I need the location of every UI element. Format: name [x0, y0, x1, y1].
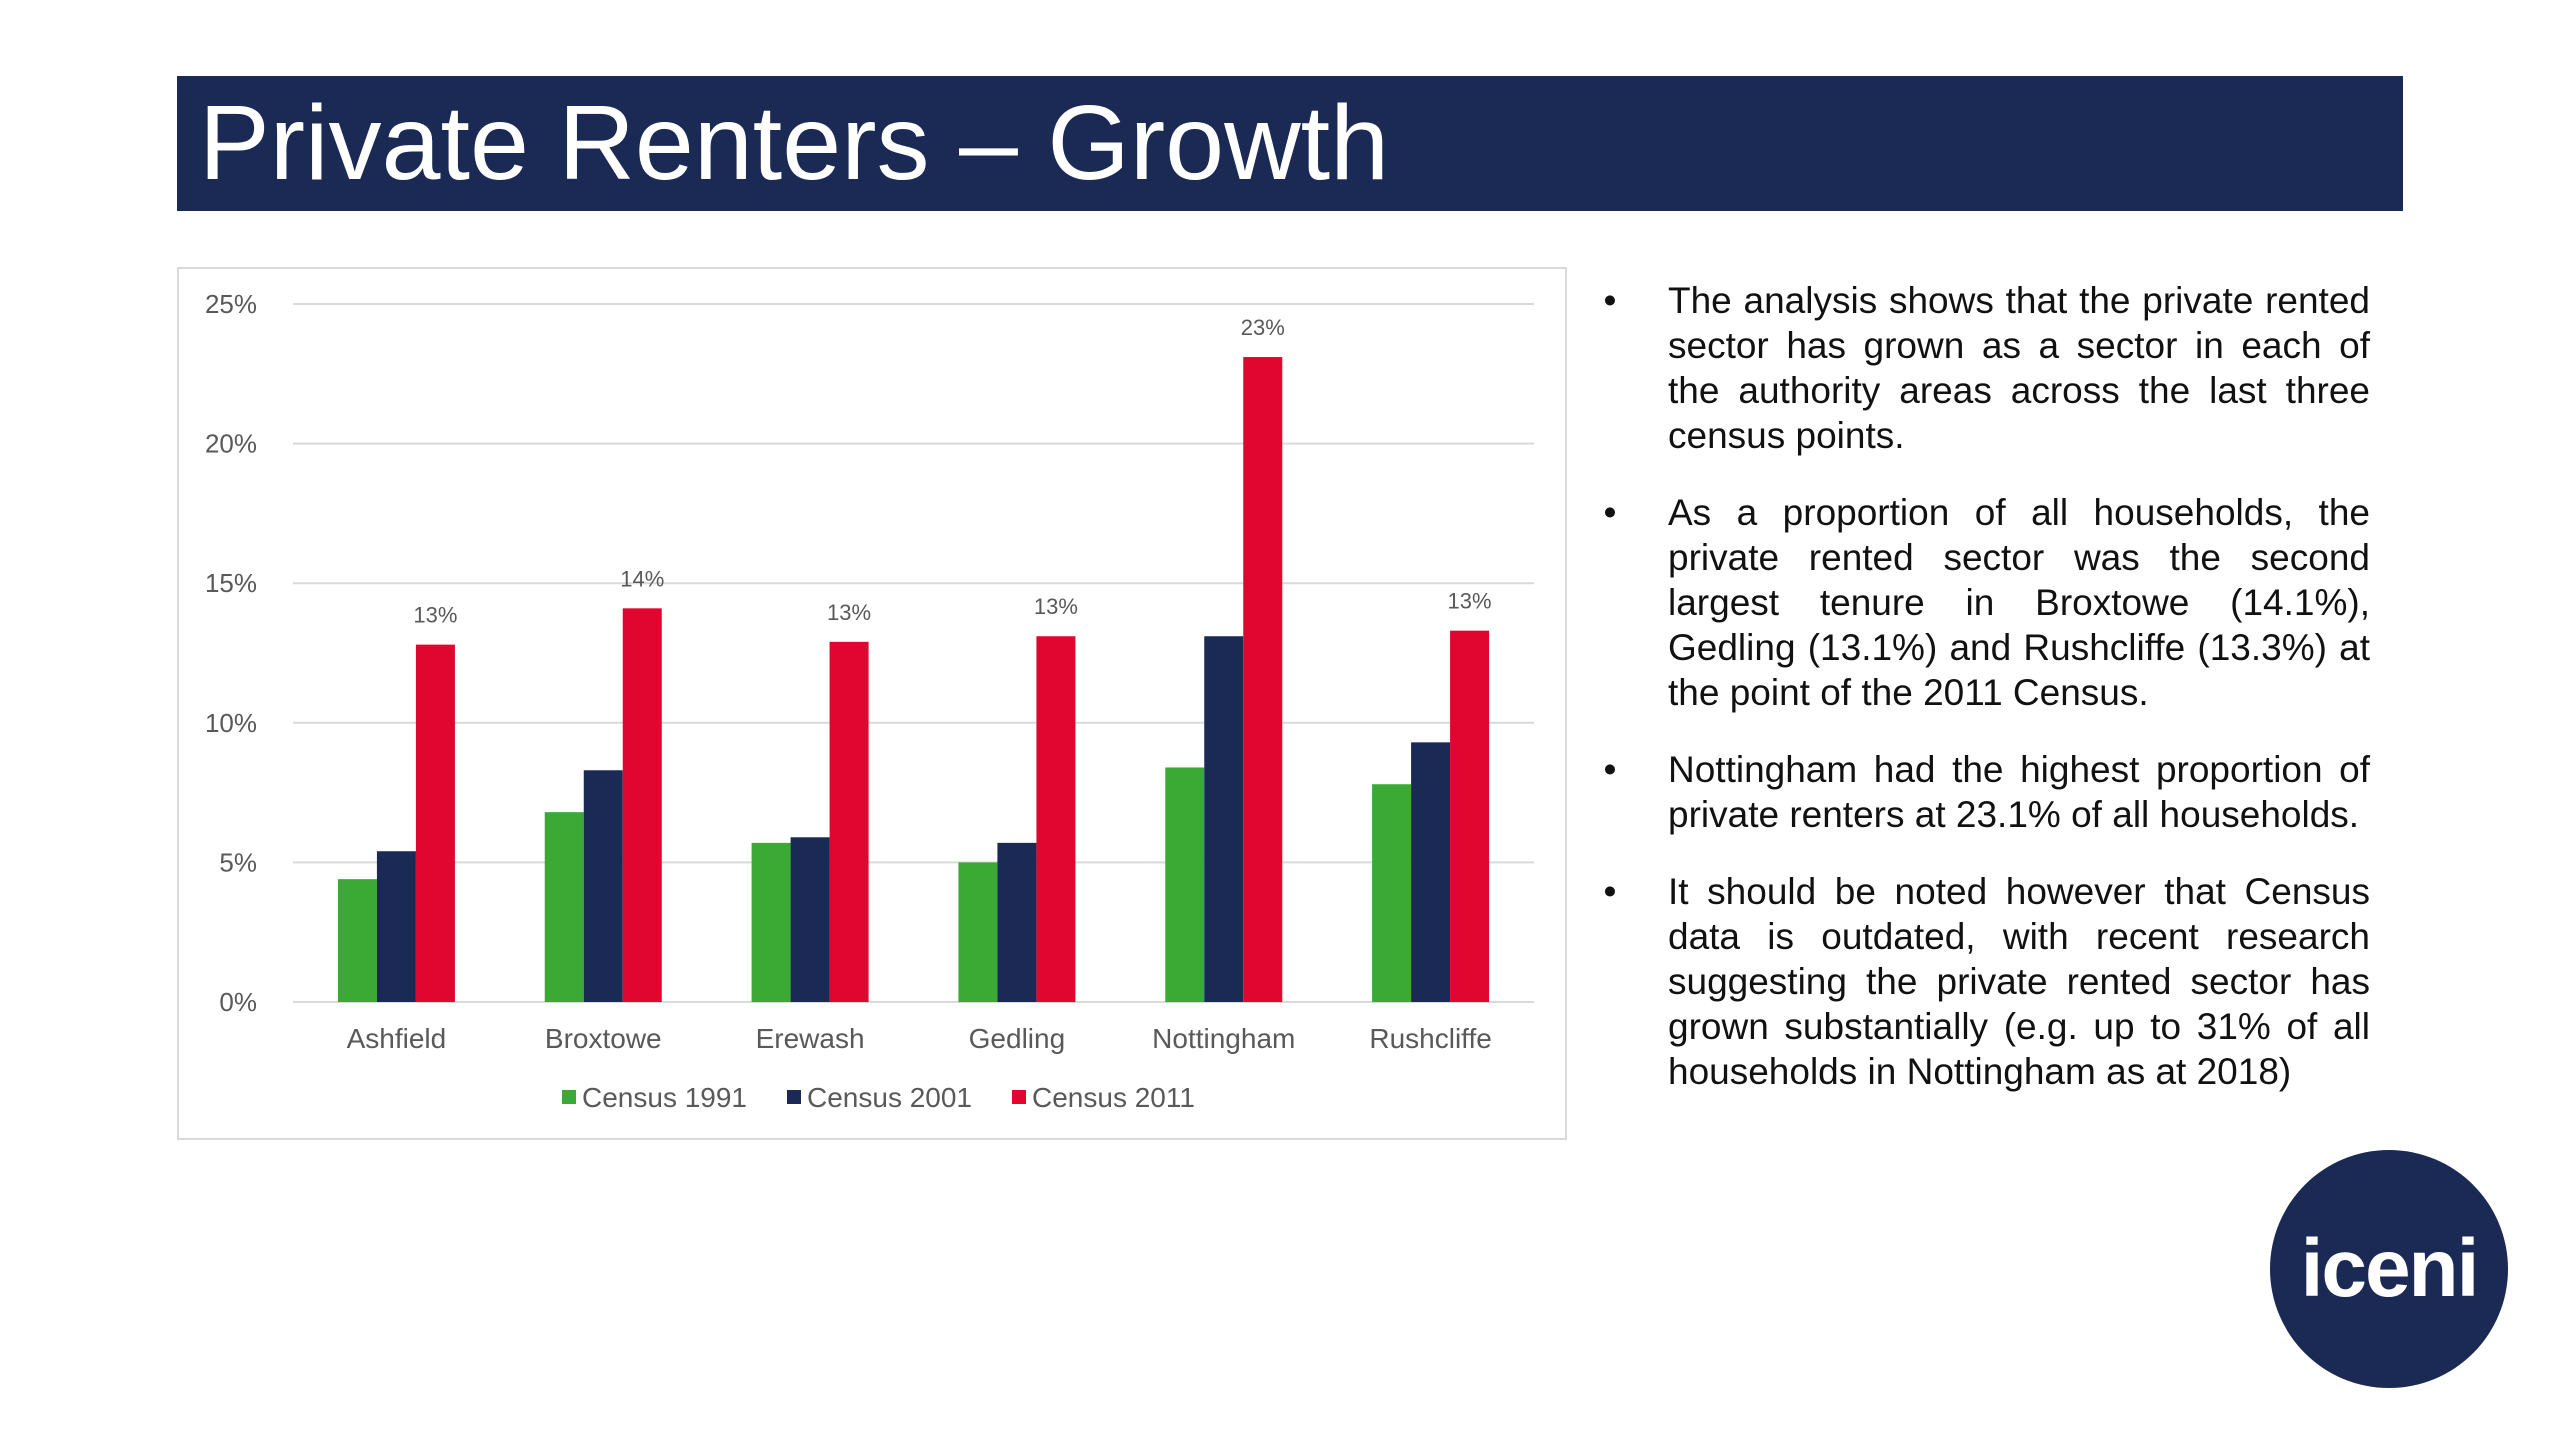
bar	[337, 879, 377, 1002]
bullet-marker: •	[1603, 871, 1617, 912]
y-tick-label: 15%	[205, 568, 257, 598]
y-tick-label: 10%	[205, 708, 257, 738]
iceni-logo: iceni	[2270, 1150, 2508, 1388]
chart-panel: 0% 5% 10% 15% 20% 25% 13% Ashfield 14% Broxtowe 13…	[177, 267, 1567, 1140]
bar	[1243, 357, 1283, 1003]
bar	[1165, 767, 1205, 1002]
data-label: 13%	[1448, 589, 1492, 614]
bar	[544, 812, 584, 1002]
bar	[583, 770, 623, 1002]
bullet-list: • The analysis shows that the private ren…	[1600, 278, 2370, 1126]
data-label: 13%	[827, 600, 871, 625]
bullet-item: • As a proportion of all households, the …	[1600, 490, 2370, 715]
bar	[1204, 636, 1244, 1002]
bullet-text: It should be noted however that Census d…	[1668, 871, 2370, 1092]
bar	[376, 851, 416, 1002]
bar	[790, 837, 830, 1002]
bullet-marker: •	[1603, 749, 1617, 790]
x-tick-label: Broxtowe	[545, 1023, 662, 1054]
data-label: 14%	[620, 566, 664, 591]
title-bar: Private Renters – Growth	[177, 76, 2403, 211]
x-tick-label: Gedling	[969, 1023, 1066, 1054]
legend-swatch	[787, 1090, 801, 1104]
bullet-text: As a proportion of all households, the p…	[1668, 492, 2370, 713]
x-tick-label: Nottingham	[1152, 1023, 1295, 1054]
logo-text: iceni	[2300, 1223, 2480, 1314]
y-tick-label: 0%	[219, 987, 257, 1017]
bar	[1450, 630, 1490, 1002]
y-tick-label: 20%	[205, 429, 257, 459]
bullet-marker: •	[1603, 492, 1617, 533]
bullet-item: • The analysis shows that the private ren…	[1600, 278, 2370, 458]
legend-swatch	[1012, 1090, 1026, 1104]
data-label: 23%	[1241, 315, 1285, 340]
bar	[415, 644, 455, 1002]
bar	[751, 842, 791, 1002]
bar	[958, 862, 998, 1002]
bar	[1411, 742, 1451, 1002]
x-tick-label: Rushcliffe	[1369, 1023, 1491, 1054]
y-tick-label: 25%	[205, 289, 257, 319]
bar	[829, 641, 869, 1002]
x-tick-label: Ashfield	[347, 1023, 447, 1054]
y-tick-label: 5%	[219, 847, 257, 877]
legend-label: Census 2011	[1032, 1082, 1195, 1113]
legend-label: Census 2001	[807, 1082, 972, 1113]
slide-title: Private Renters – Growth	[199, 84, 1390, 202]
data-label: 13%	[1034, 594, 1078, 619]
bar-chart: 0% 5% 10% 15% 20% 25% 13% Ashfield 14% Broxtowe 13…	[205, 289, 1534, 1113]
bullet-text: The analysis shows that the private rent…	[1668, 280, 2370, 456]
bullet-text: Nottingham had the highest proportion of…	[1668, 749, 2370, 835]
bar	[997, 842, 1037, 1002]
bullet-marker: •	[1603, 280, 1617, 321]
bullet-item: • It should be noted however that Census …	[1600, 869, 2370, 1094]
bar	[1036, 636, 1076, 1002]
bullet-item: • Nottingham had the highest proportion o…	[1600, 747, 2370, 837]
x-tick-label: Erewash	[756, 1023, 865, 1054]
bar	[622, 608, 662, 1002]
data-label: 13%	[413, 603, 457, 628]
legend-label: Census 1991	[582, 1082, 747, 1113]
legend-swatch	[562, 1090, 576, 1104]
bar	[1372, 784, 1412, 1002]
